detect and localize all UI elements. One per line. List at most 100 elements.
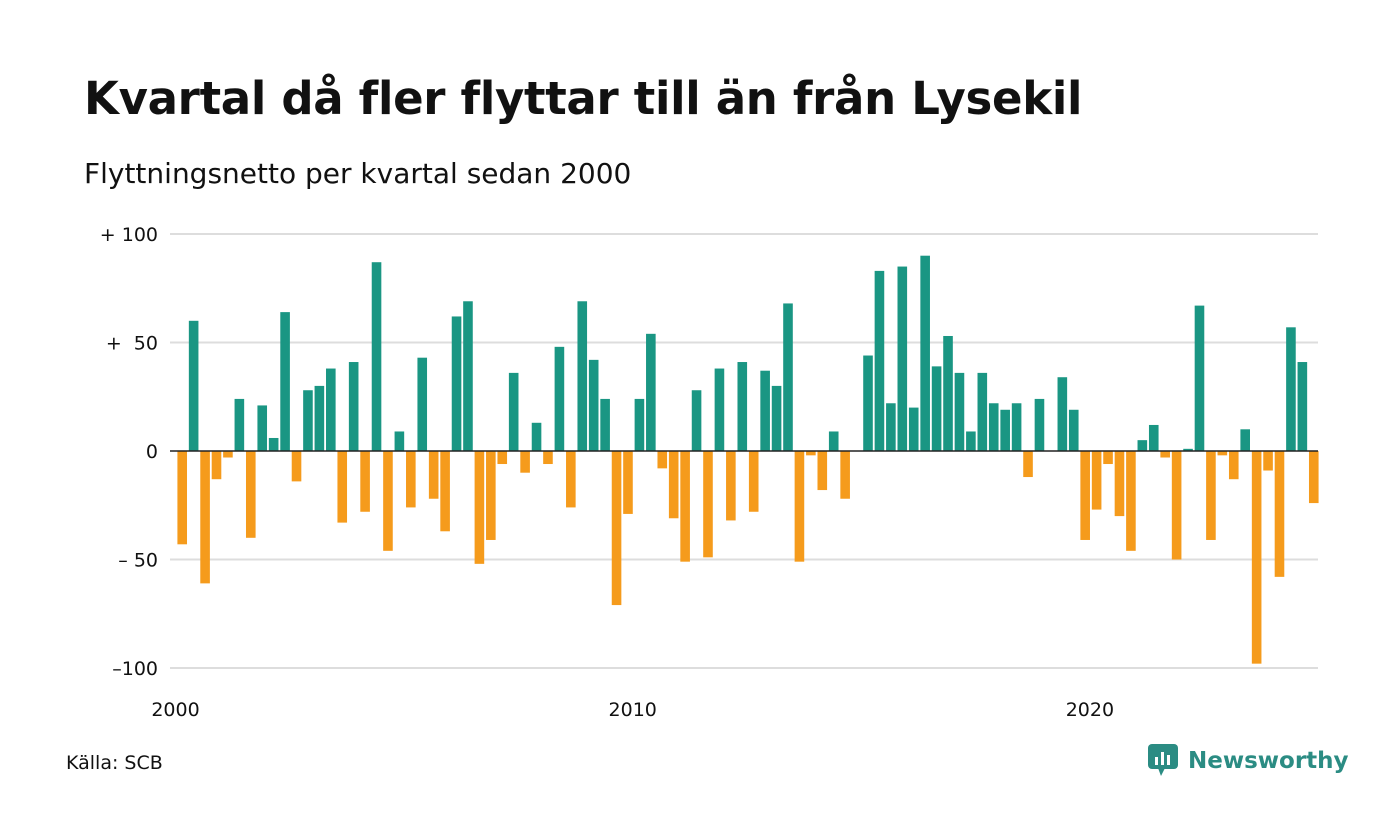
bar [1160,451,1170,458]
bar [1251,451,1262,664]
brand-name: Newsworthy [1188,748,1349,774]
bar [554,346,565,451]
bar [634,398,645,451]
bar [223,451,233,458]
bar [1183,448,1193,451]
bar [588,359,599,451]
bar [1194,305,1205,451]
bar [646,333,656,451]
bar [1000,409,1010,451]
bar [691,390,702,451]
y-axis-labels: + 100 + 50 0 – 50 –100 [100,224,158,680]
bar [931,366,942,451]
bar [1240,429,1250,451]
bar [1080,451,1090,540]
bar [703,451,713,558]
bar [417,357,428,451]
bar [954,372,965,451]
bar [497,451,508,465]
bar [1206,451,1216,540]
gridlines [170,233,1318,669]
bar [268,437,279,451]
bars [177,255,1319,664]
bar [783,303,793,451]
bar [428,451,439,499]
bar [863,355,873,451]
bar [406,451,416,508]
bar [303,390,313,451]
y-tick-label: + 100 [100,224,158,246]
bar [1103,451,1113,465]
bar [508,372,519,451]
chart-subtitle: Flyttningsnetto per kvartal sedan 2000 [84,157,632,190]
bar [1011,403,1022,451]
bar [577,301,588,451]
chart-title: Kvartal då fler flyttar till än från Lys… [84,72,1083,125]
bar [817,451,828,491]
source-note: Källa: SCB [66,752,163,774]
bar [1308,451,1319,504]
bar [657,451,668,469]
bar [611,451,622,606]
bar [394,431,405,451]
bar [874,270,885,451]
bar [623,451,633,514]
bar [200,451,210,584]
bar [908,407,919,451]
bar [726,451,736,521]
bar [177,451,188,545]
bar [1274,451,1285,577]
bar [543,451,553,465]
bar [291,451,302,482]
bar [211,451,222,480]
bar [760,370,770,451]
bar [257,405,268,451]
x-tick-label: 2020 [1066,699,1114,721]
bar [1286,327,1296,451]
bar [245,451,256,538]
bar [737,362,748,451]
y-tick-label: + 50 [106,333,158,355]
bar [520,451,530,473]
bar [383,451,393,551]
bar [668,451,679,519]
brand-logo: Newsworthy [1148,744,1349,778]
bar [1068,409,1079,451]
bar [1023,451,1033,478]
bar [1148,424,1159,451]
bar [463,301,473,451]
bar [474,451,485,564]
bar [794,451,805,562]
bar [977,372,988,451]
bar [188,320,199,451]
x-axis-labels: 2000 2010 2020 [151,699,1114,721]
bar [600,398,610,451]
bar [1137,440,1148,451]
bar [486,451,496,540]
bar [840,451,850,499]
bar [371,262,382,451]
bar [280,312,290,451]
bar [1228,451,1239,480]
x-tick-label: 2000 [151,699,199,721]
bar [348,362,359,451]
bar [1034,398,1045,451]
bar [1114,451,1125,517]
x-tick-label: 2010 [609,699,657,721]
bar [886,403,896,451]
bar [337,451,348,523]
bar [314,385,325,451]
bar [988,403,999,451]
bar [714,368,725,451]
newsworthy-logo-icon [1148,744,1178,776]
bar [943,335,953,451]
y-tick-label: 0 [146,441,158,463]
bar [920,255,930,451]
bar [1091,451,1102,510]
bar [1297,362,1308,451]
bar [897,266,908,451]
bar [1171,451,1182,560]
bar [1057,377,1068,451]
bar [531,422,542,451]
